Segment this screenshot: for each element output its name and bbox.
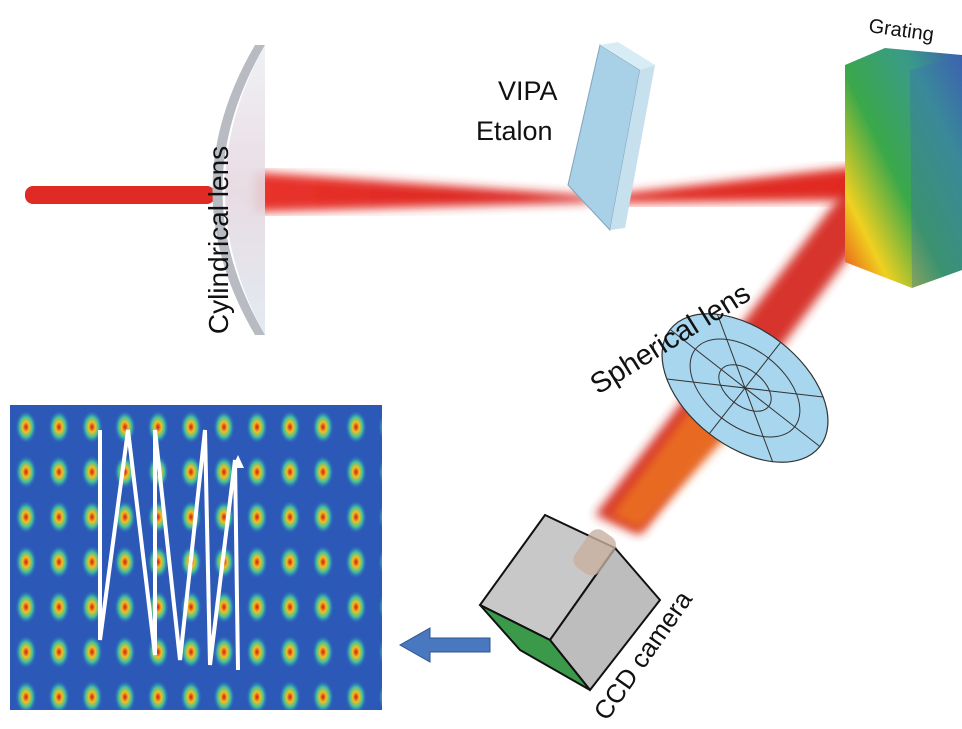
vipa-beam bbox=[610, 165, 880, 203]
spherical-lens bbox=[661, 313, 829, 463]
grating bbox=[845, 48, 962, 288]
vipa-side bbox=[610, 65, 655, 230]
vipa-label: VIPA bbox=[498, 76, 558, 106]
etalon-label: Etalon bbox=[476, 116, 553, 146]
cylindrical-lens-label: Cylindrical lens bbox=[203, 146, 234, 334]
focused-beam bbox=[255, 172, 590, 212]
lens-edge bbox=[212, 45, 265, 335]
vipa-top bbox=[600, 42, 655, 70]
arrow bbox=[398, 627, 491, 663]
scan-arrowhead bbox=[232, 455, 244, 468]
camera-lens bbox=[573, 529, 616, 576]
cylindrical-lens bbox=[225, 45, 265, 335]
grating-side bbox=[910, 55, 962, 288]
camera-sensor bbox=[479, 604, 591, 691]
scan-path bbox=[98, 429, 240, 671]
spectrum-image bbox=[10, 405, 382, 710]
grating-label: Grating bbox=[867, 15, 935, 46]
input-beam bbox=[25, 186, 215, 204]
